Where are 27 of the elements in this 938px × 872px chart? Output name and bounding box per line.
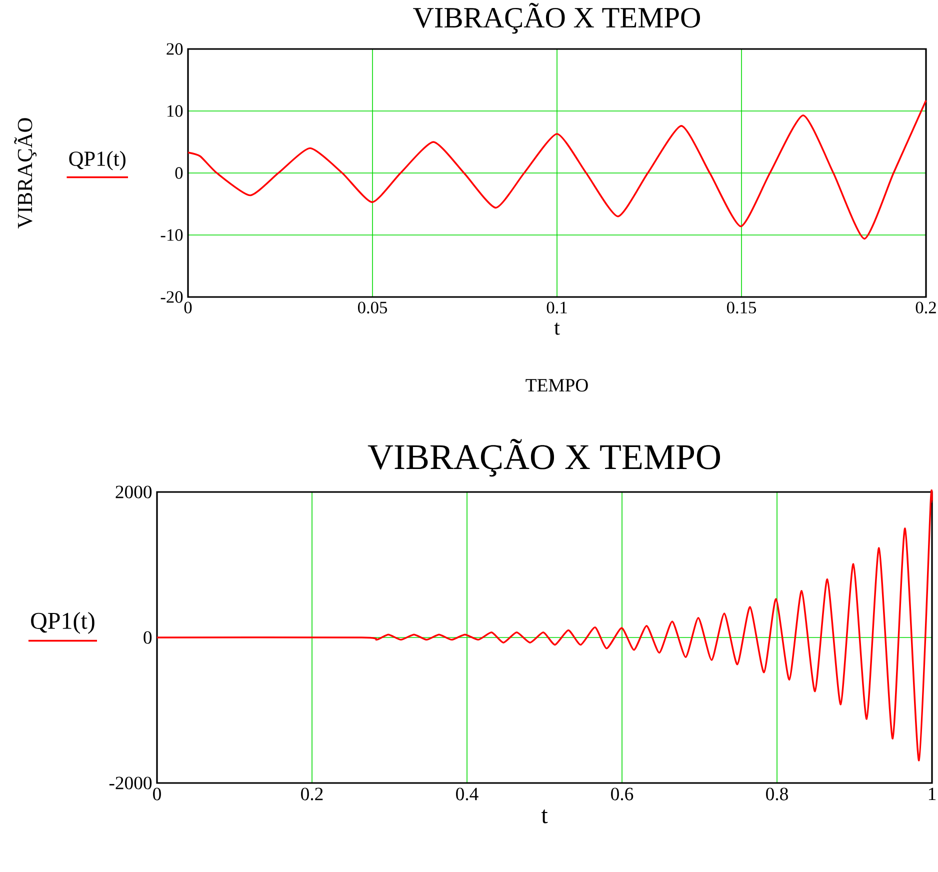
y-axis-title: VIBRAÇÃO [14, 118, 37, 228]
x-tick-label: 0.4 [456, 788, 478, 800]
y-tick-label: 0 [175, 167, 183, 179]
x-tick-label: 0.6 [611, 788, 634, 800]
y-tick-label: 10 [167, 105, 183, 117]
x-tick-label: 0.2 [301, 788, 323, 800]
y-tick-label: 2000 [116, 486, 152, 498]
text: TEMPO [526, 379, 588, 392]
x-tick-label: 0.8 [766, 788, 788, 800]
y-tick-label: 20 [166, 43, 183, 55]
x-tick-label: 0.2 [916, 302, 936, 314]
chart-title: VIBRAÇÃO X TEMPO [368, 438, 720, 477]
y-tick-label: 0 [144, 631, 152, 644]
x-tick-label: 0.15 [727, 302, 756, 314]
text: QP1(t) [31, 612, 94, 634]
chart-title: VIBRAÇÃO X TEMPO [413, 2, 700, 34]
y-tick-label: -2000 [109, 776, 152, 790]
text: QP1(t) [69, 150, 126, 170]
x-axis-title: t [554, 322, 560, 335]
y-tick-label: -20 [160, 291, 183, 303]
x-axis-title: t [541, 810, 548, 824]
x-tick-label: 0.1 [546, 302, 567, 314]
line-series [187, 100, 927, 240]
x-tick-label: 1 [928, 788, 936, 800]
x-tick-label: 0 [184, 302, 192, 314]
y-tick-label: -10 [160, 229, 183, 241]
x-tick-label: 0.05 [358, 302, 387, 314]
